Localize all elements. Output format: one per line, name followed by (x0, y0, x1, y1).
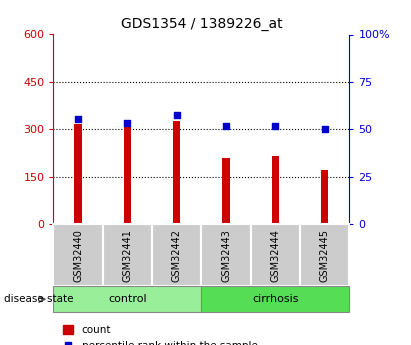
Point (272, 123, 279, 128)
Text: disease state: disease state (4, 294, 74, 304)
Bar (173, 121, 180, 224)
Text: control: control (108, 294, 147, 304)
Bar (53, 286, 201, 312)
Bar (124, 127, 131, 224)
Bar (152, 224, 201, 286)
Title: GDS1354 / 1389226_at: GDS1354 / 1389226_at (120, 17, 282, 31)
Bar (272, 156, 279, 224)
Bar (201, 224, 251, 286)
Bar (53, 224, 103, 286)
Bar (321, 170, 328, 224)
Text: cirrhosis: cirrhosis (252, 294, 299, 304)
Text: GSM32442: GSM32442 (172, 229, 182, 282)
Bar (222, 158, 230, 224)
Bar (251, 224, 300, 286)
Bar (74, 124, 82, 224)
Point (75, 116, 81, 122)
Point (173, 112, 180, 118)
Bar (103, 224, 152, 286)
Point (223, 123, 229, 128)
Text: GSM32445: GSM32445 (320, 229, 330, 282)
Text: GSM32443: GSM32443 (221, 229, 231, 282)
Text: GSM32440: GSM32440 (73, 229, 83, 282)
Text: GSM32441: GSM32441 (122, 229, 132, 282)
Bar (201, 286, 349, 312)
Point (321, 127, 328, 132)
Legend: count, percentile rank within the sample: count, percentile rank within the sample (59, 321, 261, 345)
Text: GSM32444: GSM32444 (270, 229, 280, 282)
Bar (300, 224, 349, 286)
Point (124, 120, 131, 126)
